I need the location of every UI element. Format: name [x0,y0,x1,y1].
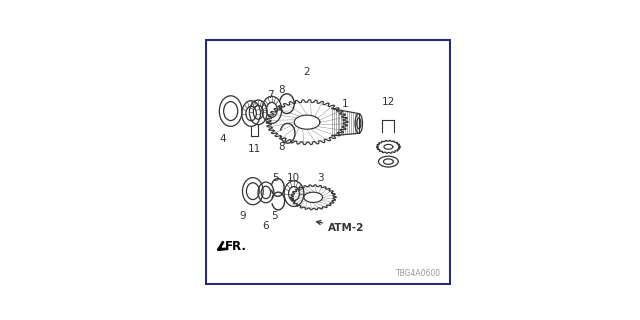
Text: 5: 5 [271,211,278,221]
Text: 2: 2 [304,67,310,77]
Text: 3: 3 [317,172,323,183]
Text: 1: 1 [342,99,348,109]
Text: ATM-2: ATM-2 [317,220,364,233]
Text: 7: 7 [268,90,274,100]
Text: 12: 12 [381,98,395,108]
Text: 4: 4 [220,134,226,144]
FancyBboxPatch shape [206,40,450,284]
Text: 6: 6 [262,221,269,231]
Text: 11: 11 [248,144,260,154]
Text: 8: 8 [278,142,285,152]
Text: 10: 10 [287,172,300,183]
Text: TBG4A0600: TBG4A0600 [396,269,442,278]
Text: 5: 5 [273,172,279,183]
Text: FR.: FR. [225,240,247,253]
Text: 8: 8 [278,85,285,95]
Text: 9: 9 [239,211,246,221]
